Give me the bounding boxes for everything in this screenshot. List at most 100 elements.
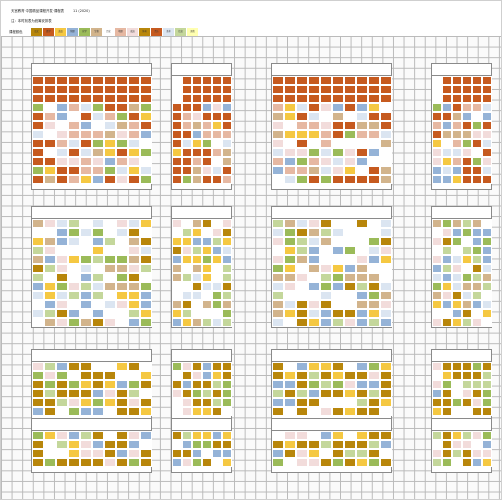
timetable-cell[interactable]	[80, 309, 92, 318]
timetable-cell[interactable]	[356, 273, 368, 282]
timetable-cell[interactable]	[380, 291, 392, 300]
timetable-cell[interactable]	[212, 300, 222, 309]
timetable-cell[interactable]	[272, 282, 284, 291]
timetable-cell[interactable]	[32, 291, 44, 300]
timetable-cell[interactable]	[442, 103, 452, 112]
timetable-cell[interactable]	[212, 175, 222, 184]
timetable-cell[interactable]	[332, 228, 344, 237]
timetable-cell[interactable]	[462, 291, 472, 300]
timetable-cell[interactable]	[452, 389, 462, 398]
timetable-cell[interactable]	[182, 166, 192, 175]
timetable-cell[interactable]	[68, 175, 80, 184]
timetable-cell[interactable]	[212, 157, 222, 166]
timetable-cell[interactable]	[344, 398, 356, 407]
timetable-cell[interactable]	[442, 389, 452, 398]
timetable-cell[interactable]	[32, 282, 44, 291]
timetable-cell[interactable]	[32, 407, 44, 416]
timetable-cell[interactable]	[68, 85, 80, 94]
timetable-cell[interactable]	[182, 389, 192, 398]
timetable-cell[interactable]	[442, 112, 452, 121]
timetable-cell[interactable]	[462, 121, 472, 130]
timetable-cell[interactable]	[472, 130, 482, 139]
timetable-cell[interactable]	[116, 228, 128, 237]
timetable-cell[interactable]	[44, 76, 56, 85]
timetable-cell[interactable]	[332, 380, 344, 389]
timetable-cell[interactable]	[182, 273, 192, 282]
timetable-cell[interactable]	[320, 130, 332, 139]
timetable-cell[interactable]	[56, 440, 68, 449]
timetable-cell[interactable]	[442, 76, 452, 85]
timetable-cell[interactable]	[182, 458, 192, 467]
timetable-cell[interactable]	[32, 148, 44, 157]
timetable-cell[interactable]	[452, 219, 462, 228]
timetable-cell[interactable]	[472, 103, 482, 112]
timetable-cell[interactable]	[192, 246, 202, 255]
timetable-cell[interactable]	[44, 228, 56, 237]
timetable-cell[interactable]	[182, 300, 192, 309]
timetable-cell[interactable]	[380, 458, 392, 467]
timetable-cell[interactable]	[128, 371, 140, 380]
timetable-cell[interactable]	[202, 112, 212, 121]
timetable-cell[interactable]	[344, 228, 356, 237]
timetable-cell[interactable]	[472, 449, 482, 458]
timetable-cell[interactable]	[80, 458, 92, 467]
timetable-cell[interactable]	[368, 94, 380, 103]
timetable-cell[interactable]	[202, 389, 212, 398]
timetable-cell[interactable]	[296, 282, 308, 291]
timetable-cell[interactable]	[192, 371, 202, 380]
timetable-cell[interactable]	[284, 103, 296, 112]
timetable-cell[interactable]	[32, 264, 44, 273]
timetable-cell[interactable]	[356, 121, 368, 130]
timetable-cell[interactable]	[128, 431, 140, 440]
timetable-cell[interactable]	[128, 157, 140, 166]
timetable-cell[interactable]	[462, 431, 472, 440]
timetable-cell[interactable]	[222, 449, 232, 458]
timetable-cell[interactable]	[182, 380, 192, 389]
timetable-cell[interactable]	[344, 458, 356, 467]
timetable-cell[interactable]	[368, 449, 380, 458]
timetable-cell[interactable]	[432, 407, 442, 416]
timetable-cell[interactable]	[462, 389, 472, 398]
timetable-cell[interactable]	[432, 112, 442, 121]
timetable-cell[interactable]	[212, 282, 222, 291]
timetable-cell[interactable]	[462, 94, 472, 103]
timetable-cell[interactable]	[44, 94, 56, 103]
timetable-cell[interactable]	[368, 407, 380, 416]
timetable-cell[interactable]	[356, 264, 368, 273]
timetable-cell[interactable]	[92, 309, 104, 318]
timetable-cell[interactable]	[432, 398, 442, 407]
timetable-cell[interactable]	[32, 440, 44, 449]
timetable-cell[interactable]	[380, 264, 392, 273]
timetable-cell[interactable]	[192, 237, 202, 246]
timetable-cell[interactable]	[92, 371, 104, 380]
timetable-cell[interactable]	[452, 112, 462, 121]
timetable-cell[interactable]	[92, 157, 104, 166]
timetable-cell[interactable]	[202, 300, 212, 309]
timetable-cell[interactable]	[452, 130, 462, 139]
timetable-cell[interactable]	[68, 300, 80, 309]
timetable-cell[interactable]	[192, 380, 202, 389]
timetable-cell[interactable]	[172, 76, 182, 85]
timetable-cell[interactable]	[56, 166, 68, 175]
timetable-cell[interactable]	[92, 130, 104, 139]
timetable-cell[interactable]	[192, 255, 202, 264]
timetable-cell[interactable]	[68, 103, 80, 112]
timetable-cell[interactable]	[182, 228, 192, 237]
timetable-cell[interactable]	[140, 300, 152, 309]
timetable-cell[interactable]	[202, 255, 212, 264]
timetable-cell[interactable]	[452, 85, 462, 94]
timetable-cell[interactable]	[284, 166, 296, 175]
timetable-cell[interactable]	[212, 449, 222, 458]
timetable-cell[interactable]	[344, 371, 356, 380]
timetable-cell[interactable]	[442, 255, 452, 264]
timetable-cell[interactable]	[92, 264, 104, 273]
timetable-cell[interactable]	[482, 264, 492, 273]
timetable-cell[interactable]	[272, 380, 284, 389]
timetable-cell[interactable]	[344, 309, 356, 318]
timetable-cell[interactable]	[68, 112, 80, 121]
timetable-cell[interactable]	[56, 130, 68, 139]
timetable-cell[interactable]	[202, 371, 212, 380]
timetable-cell[interactable]	[332, 130, 344, 139]
timetable-cell[interactable]	[104, 371, 116, 380]
timetable-cell[interactable]	[44, 112, 56, 121]
